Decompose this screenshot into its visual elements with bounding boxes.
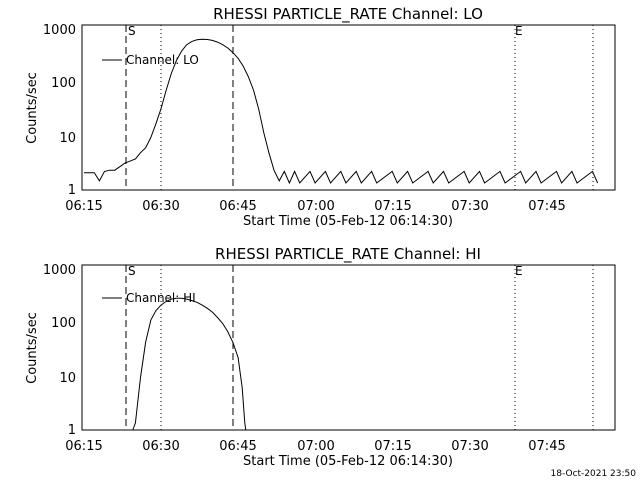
x-tick-label: 07:15 bbox=[374, 199, 411, 214]
panel-lo: RHESSI PARTICLE_RATE Channel: LO Counts/… bbox=[25, 5, 616, 229]
y-axis-label: Counts/sec bbox=[25, 72, 40, 144]
end-marker-label: E bbox=[515, 24, 523, 38]
plot-frame bbox=[81, 24, 616, 191]
x-tick-label: 07:00 bbox=[297, 199, 334, 214]
panel-hi: RHESSI PARTICLE_RATE Channel: HI Counts/… bbox=[25, 245, 616, 469]
end-marker-label: E bbox=[515, 264, 523, 278]
x-tick-label: 07:45 bbox=[528, 199, 565, 214]
y-tick-label: 10 bbox=[59, 131, 76, 146]
legend-label: Channel: HI bbox=[126, 291, 196, 305]
x-tick-label: 06:30 bbox=[142, 199, 179, 214]
x-tick-label: 07:00 bbox=[297, 439, 334, 454]
y-axis-label: Counts/sec bbox=[25, 312, 40, 384]
x-axis-label: Start Time (05-Feb-12 06:14:30) bbox=[243, 454, 453, 469]
y-tick-label: 1 bbox=[68, 423, 76, 438]
series-line-hi bbox=[132, 297, 247, 431]
x-tick-label: 06:45 bbox=[219, 439, 256, 454]
date-stamp: 18-Oct-2021 23:50 bbox=[551, 469, 637, 479]
x-tick-label: 07:30 bbox=[451, 199, 488, 214]
x-tick-label: 06:30 bbox=[142, 439, 179, 454]
x-tick-label: 06:15 bbox=[65, 439, 102, 454]
x-tick-label: 06:15 bbox=[65, 199, 102, 214]
y-tick-label: 1000 bbox=[43, 263, 76, 278]
start-marker-label: S bbox=[128, 264, 136, 278]
series-line-lo bbox=[84, 38, 599, 185]
chart-title: RHESSI PARTICLE_RATE Channel: HI bbox=[215, 245, 481, 264]
y-tick-label: 1 bbox=[68, 183, 76, 198]
chart-title: RHESSI PARTICLE_RATE Channel: LO bbox=[213, 5, 483, 24]
y-tick-label: 10 bbox=[59, 371, 76, 386]
x-tick-label: 07:30 bbox=[451, 439, 488, 454]
plot-frame bbox=[81, 264, 616, 431]
y-tick-label: 100 bbox=[51, 316, 76, 331]
start-marker-label: S bbox=[128, 24, 136, 38]
y-tick-label: 100 bbox=[51, 76, 76, 91]
x-tick-label: 07:15 bbox=[374, 439, 411, 454]
y-tick-label: 1000 bbox=[43, 23, 76, 38]
x-tick-label: 07:45 bbox=[528, 439, 565, 454]
x-tick-label: 06:45 bbox=[219, 199, 256, 214]
legend-label: Channel: LO bbox=[126, 53, 199, 67]
x-axis-label: Start Time (05-Feb-12 06:14:30) bbox=[243, 214, 453, 229]
